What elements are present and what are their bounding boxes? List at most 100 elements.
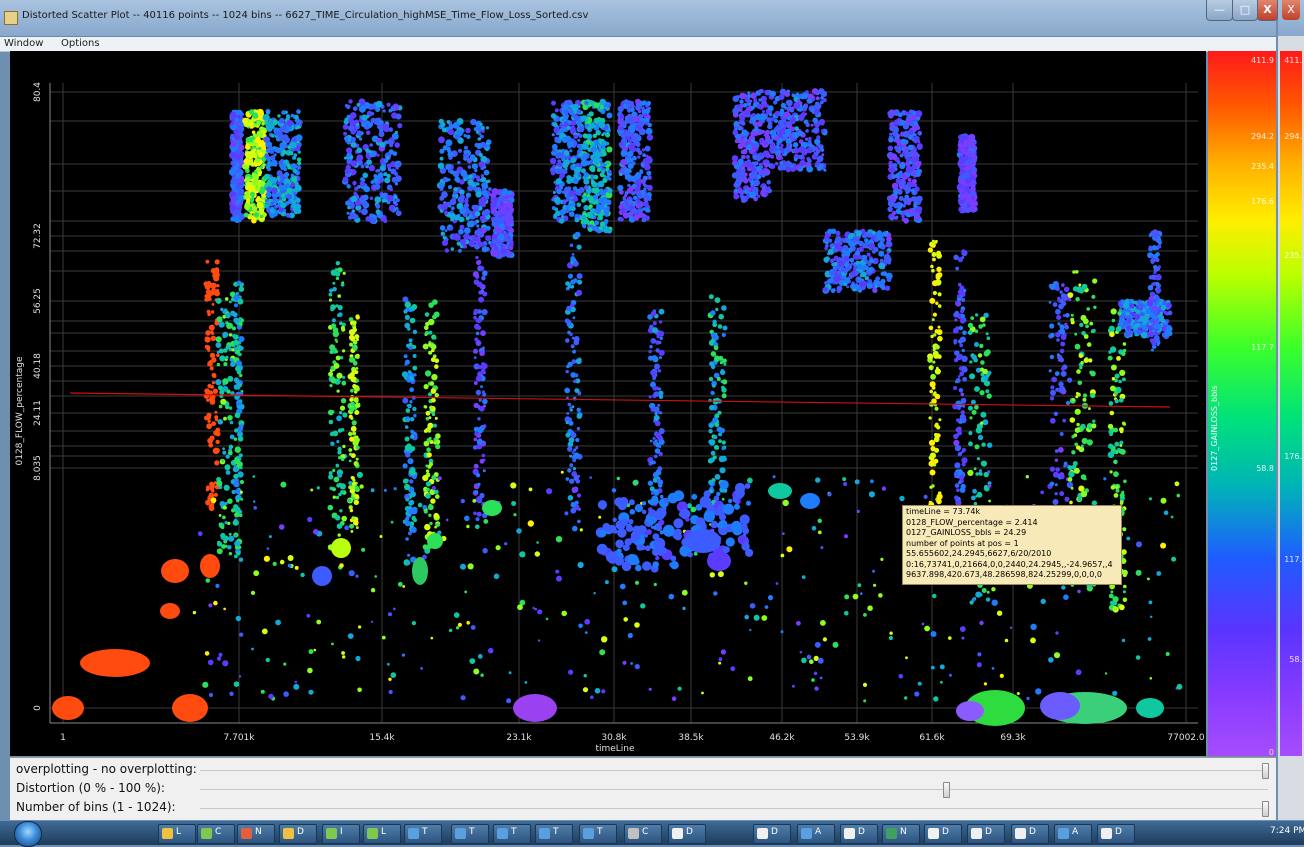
data-point <box>395 113 401 119</box>
data-point <box>464 146 468 150</box>
data-point <box>650 440 653 443</box>
data-point <box>848 241 853 246</box>
data-point <box>971 166 976 171</box>
data-point <box>282 150 287 155</box>
data-point <box>572 253 575 256</box>
data-point <box>265 164 268 167</box>
data-point <box>607 228 612 233</box>
data-point <box>264 174 270 180</box>
data-point <box>274 205 278 209</box>
data-point <box>222 332 228 338</box>
x-axis-label: timeLine <box>595 744 635 754</box>
data-point <box>910 154 913 157</box>
data-point <box>363 173 369 179</box>
data-point <box>738 127 741 130</box>
data-point <box>843 239 847 243</box>
data-point <box>226 345 231 350</box>
data-point <box>972 206 978 212</box>
data-point <box>624 194 627 197</box>
data-point <box>338 483 342 487</box>
data-point <box>569 211 575 217</box>
data-point <box>231 168 236 173</box>
data-point <box>569 463 573 467</box>
data-point <box>476 143 482 149</box>
data-point <box>597 132 600 135</box>
data-point <box>480 196 487 203</box>
data-point <box>238 436 244 442</box>
data-point <box>356 526 359 529</box>
data-point <box>475 211 481 217</box>
data-point <box>432 413 435 416</box>
data-point <box>1141 332 1148 339</box>
data-point <box>271 188 277 194</box>
x-tick-label: 46.2k <box>769 733 795 743</box>
data-point <box>598 197 605 204</box>
data-point <box>880 279 885 284</box>
data-point <box>635 99 641 105</box>
data-point <box>884 254 891 261</box>
data-point <box>211 357 216 362</box>
data-point <box>892 163 897 168</box>
menu-bar: Window Options <box>0 37 1276 52</box>
data-point <box>647 175 651 179</box>
y-tick-label: 0 <box>33 705 43 711</box>
data-point <box>847 248 853 254</box>
data-point <box>566 477 570 481</box>
data-point <box>356 458 359 461</box>
data-point <box>574 388 579 393</box>
data-point <box>353 192 356 195</box>
close-button[interactable]: X <box>1257 0 1278 21</box>
data-point <box>964 166 968 170</box>
data-point <box>428 343 431 346</box>
data-point <box>758 89 762 93</box>
data-point <box>735 139 739 143</box>
data-point <box>356 379 360 383</box>
data-point <box>328 505 334 511</box>
data-point <box>232 141 236 145</box>
data-point <box>737 104 742 109</box>
data-point <box>210 503 214 507</box>
data-point <box>569 455 572 458</box>
data-point <box>351 516 355 520</box>
data-point <box>902 204 906 208</box>
data-point <box>766 192 769 195</box>
data-point <box>270 177 275 182</box>
data-point <box>476 224 479 227</box>
minimize-button[interactable]: — <box>1206 0 1233 21</box>
data-point <box>567 468 571 472</box>
data-point <box>872 288 877 293</box>
data-point <box>482 270 487 275</box>
data-point <box>214 493 218 497</box>
data-point <box>598 121 605 128</box>
data-point <box>264 153 269 158</box>
window-title-bar[interactable]: Distorted Scatter Plot -- 40116 points -… <box>0 0 1276 37</box>
data-point <box>440 157 444 161</box>
data-point <box>215 259 220 264</box>
data-point <box>426 469 429 472</box>
data-point <box>604 212 609 217</box>
data-point <box>265 199 268 202</box>
data-point <box>492 234 498 240</box>
data-point <box>739 100 743 104</box>
data-point <box>972 154 978 160</box>
data-point <box>297 161 301 165</box>
data-point <box>405 498 409 502</box>
data-point <box>338 305 343 310</box>
data-point <box>341 381 346 386</box>
data-point <box>627 184 630 187</box>
data-point <box>277 114 280 117</box>
data-point <box>211 310 215 314</box>
data-point <box>623 198 626 201</box>
data-point <box>509 192 513 196</box>
menu-window[interactable]: Window <box>4 38 43 49</box>
data-point <box>1168 311 1173 316</box>
data-point <box>466 216 470 220</box>
data-point <box>646 156 652 162</box>
data-point <box>754 143 760 149</box>
data-point <box>1136 309 1141 314</box>
data-point <box>824 236 827 239</box>
menu-options[interactable]: Options <box>61 38 100 49</box>
maximize-button[interactable]: □ <box>1232 0 1258 21</box>
